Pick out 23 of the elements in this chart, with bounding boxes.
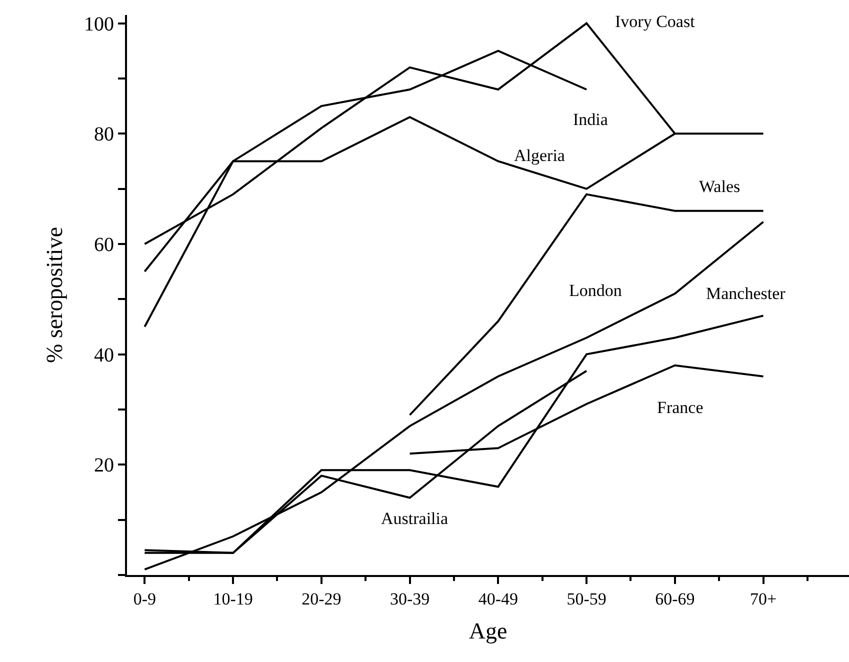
x-tick-label: 30-39 <box>390 589 430 608</box>
series-label: Ivory Coast <box>615 12 696 31</box>
y-tick-label: 20 <box>94 454 114 477</box>
x-tick-label: 20-29 <box>302 589 342 608</box>
y-axis-title: % seropositive <box>42 226 67 364</box>
series-label: Wales <box>699 177 740 196</box>
y-tick-label: 40 <box>94 344 114 366</box>
series-label: Algeria <box>514 146 566 165</box>
series-label: France <box>657 398 704 417</box>
series-label: Manchester <box>706 284 786 303</box>
series-label: London <box>569 281 622 300</box>
x-tick-label: 40-49 <box>478 589 518 608</box>
series-label: Austrailia <box>381 509 448 528</box>
x-tick-label: 70+ <box>750 589 777 608</box>
x-tick-label: 60-69 <box>655 589 695 608</box>
y-tick-label: 60 <box>94 234 114 256</box>
x-tick-label: 0-9 <box>133 589 156 608</box>
x-tick-label: 10-19 <box>213 589 253 608</box>
y-tick-label: 100 <box>84 13 114 36</box>
x-tick-label: 50-59 <box>566 589 606 608</box>
y-tick-label: 80 <box>94 124 114 146</box>
series-label: India <box>573 110 608 129</box>
x-axis-title: Age <box>468 618 508 644</box>
